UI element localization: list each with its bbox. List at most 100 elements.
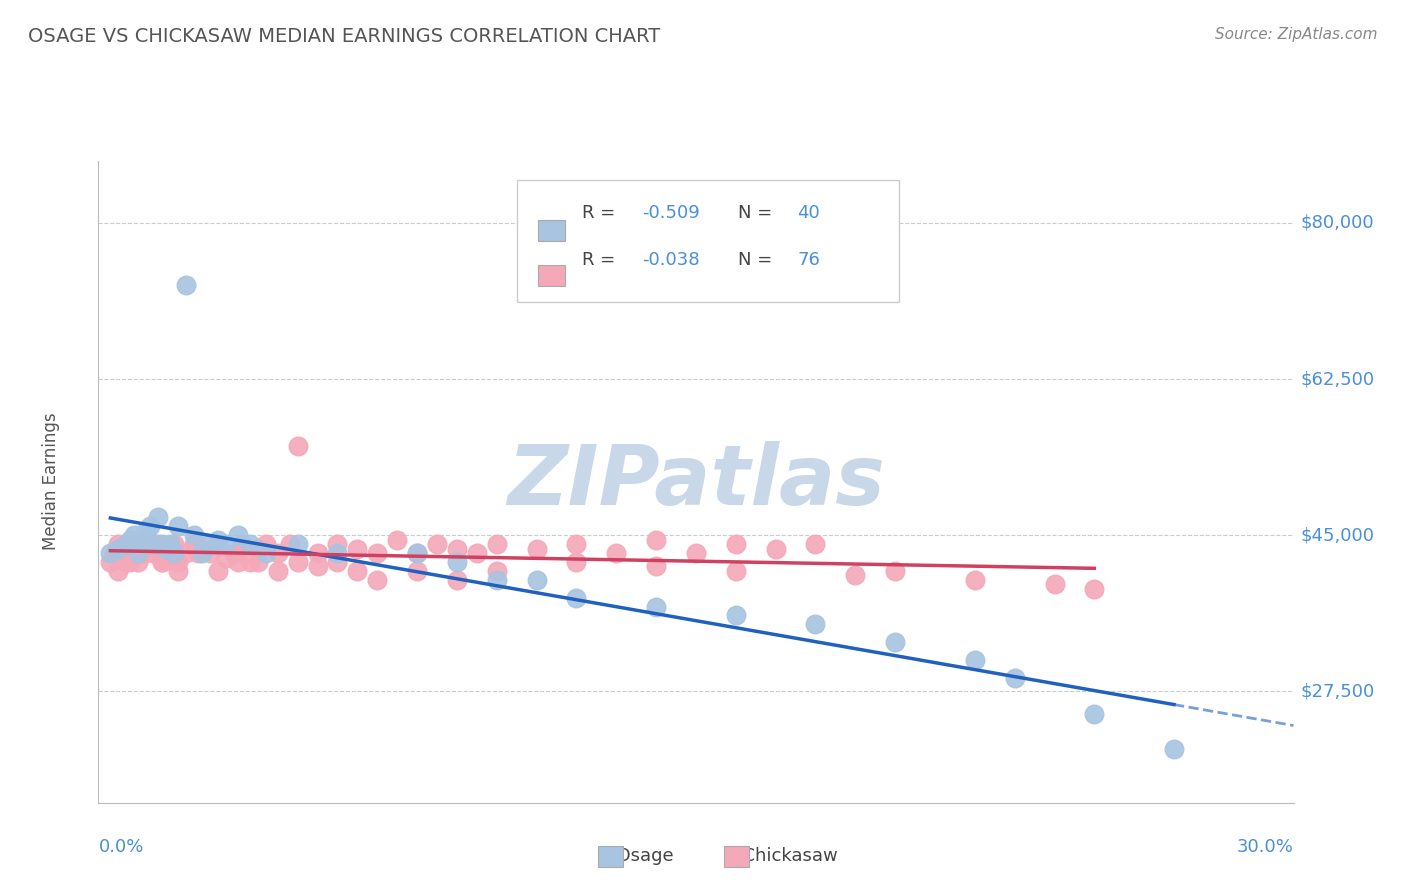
Point [231,537,253,551]
Point [127,546,149,560]
Point [139,541,162,556]
Point [98,555,122,569]
Point [155,541,177,556]
Point [148,537,170,551]
Text: 0.0%: 0.0% [98,838,143,856]
Text: N =: N = [738,204,778,222]
Text: 30.0%: 30.0% [1237,838,1294,856]
Point [111,541,134,556]
Point [565,555,588,569]
Point [226,528,249,542]
Point [326,546,349,560]
Point [406,564,429,578]
Point [135,524,157,538]
Text: R =: R = [582,252,621,269]
Text: -0.509: -0.509 [643,204,700,222]
Point [963,573,986,587]
Point [115,555,138,569]
FancyBboxPatch shape [517,180,900,301]
Point [267,546,290,560]
Point [446,573,468,587]
Point [485,537,508,551]
Point [150,555,173,569]
Point [239,537,262,551]
Point [254,546,277,560]
Point [124,537,146,551]
Point [246,541,269,556]
Point [131,546,153,560]
Point [174,278,197,293]
Point [385,533,409,547]
Point [207,537,229,551]
Point [724,608,747,623]
Point [326,555,349,569]
Point [1083,582,1105,596]
Point [307,546,329,560]
Point [465,546,488,560]
Text: N =: N = [738,252,778,269]
Point [246,555,269,569]
Point [884,564,907,578]
Point [226,555,249,569]
Point [163,537,186,551]
Text: $80,000: $80,000 [1301,214,1374,232]
Point [183,528,205,542]
Point [724,564,747,578]
Text: $45,000: $45,000 [1301,526,1375,544]
Point [267,564,290,578]
Point [804,617,827,632]
Point [135,546,157,560]
Text: Osage: Osage [605,847,673,865]
Point [346,564,368,578]
Point [167,519,190,533]
Point [963,653,986,667]
Text: Median Earnings: Median Earnings [42,413,59,550]
Point [884,635,907,649]
Point [191,541,214,556]
Point [107,564,129,578]
Point [120,546,142,560]
Point [565,537,588,551]
Point [485,564,508,578]
Point [605,546,627,560]
Point [254,537,277,551]
Point [804,537,827,551]
Text: ZIPatlas: ZIPatlas [508,442,884,522]
Point [1083,706,1105,721]
Text: -0.038: -0.038 [643,252,700,269]
FancyBboxPatch shape [538,219,565,241]
Point [207,564,229,578]
Text: Chickasaw: Chickasaw [731,847,838,865]
Point [215,537,238,551]
Point [135,537,157,551]
Point [167,555,190,569]
Point [645,599,668,614]
Point [131,537,153,551]
Point [167,564,190,578]
Point [143,546,166,560]
Point [207,533,229,547]
Point [307,559,329,574]
FancyBboxPatch shape [538,265,565,285]
Point [183,537,205,551]
Point [143,537,166,551]
Point [526,573,548,587]
Point [174,546,197,560]
Point [150,537,173,551]
Point [198,546,221,560]
Point [406,546,429,560]
Point [366,573,388,587]
Point [287,555,309,569]
Point [287,439,309,453]
Text: $27,500: $27,500 [1301,682,1375,700]
Text: R =: R = [582,204,621,222]
Point [103,546,125,560]
Point [159,537,181,551]
Point [198,537,221,551]
Text: $62,500: $62,500 [1301,370,1375,388]
Text: 76: 76 [797,252,821,269]
Point [139,519,162,533]
Point [191,546,214,560]
Point [124,528,146,542]
Text: 40: 40 [797,204,820,222]
